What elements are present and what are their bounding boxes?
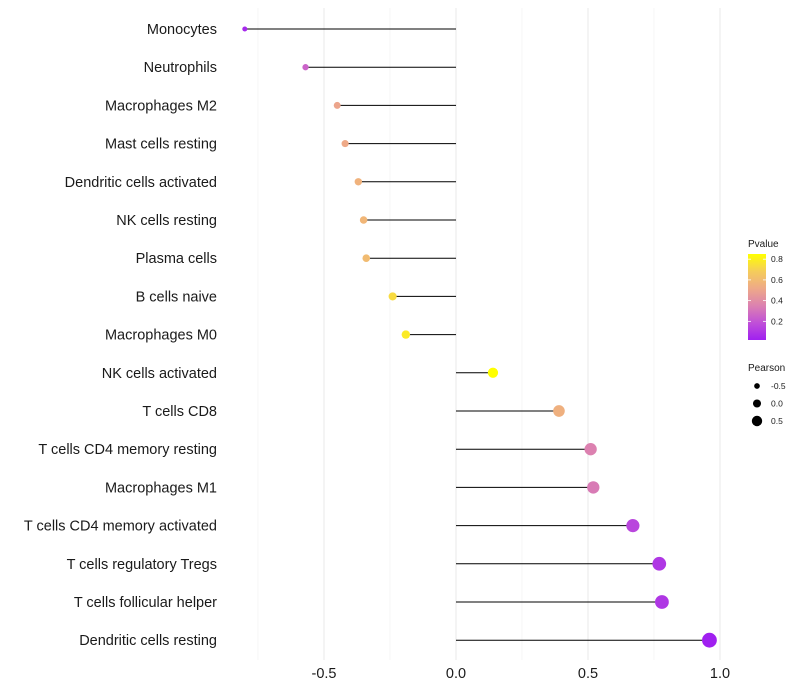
- category-label: Macrophages M1: [105, 480, 217, 496]
- category-label: Macrophages M2: [105, 98, 217, 114]
- colorbar-tick-label: 0.8: [771, 254, 783, 264]
- pvalue-legend: Pvalue 0.2 0.4 0.6 0.8: [748, 239, 783, 340]
- category-label: NK cells resting: [116, 213, 217, 229]
- data-point: [333, 101, 341, 109]
- points: [242, 26, 717, 648]
- size-legend-dot: [751, 415, 763, 427]
- category-label: T cells CD4 memory resting: [38, 442, 217, 458]
- data-point: [553, 405, 565, 417]
- category-label: Mast cells resting: [105, 137, 217, 153]
- data-point: [359, 216, 368, 224]
- data-point: [242, 26, 248, 32]
- x-tick-label: 0.0: [446, 666, 466, 682]
- category-label: Dendritic cells activated: [65, 175, 217, 191]
- data-point: [341, 140, 349, 148]
- pearson-legend-title: Pearson: [748, 363, 785, 374]
- stems: [244, 28, 710, 641]
- data-point: [626, 519, 640, 533]
- pvalue-colorbar: [748, 254, 766, 340]
- colorbar-tick-label: 0.2: [771, 316, 783, 326]
- pearson-legend: Pearson -0.5 0.0 0.5: [748, 363, 786, 427]
- x-tick-label: 1.0: [710, 666, 730, 682]
- category-label: T cells CD8: [142, 404, 217, 420]
- x-tick-label: 0.5: [578, 666, 598, 682]
- category-label: B cells naive: [136, 289, 217, 305]
- category-label: Monocytes: [147, 22, 217, 38]
- category-label: Plasma cells: [136, 251, 217, 267]
- category-label: T cells follicular helper: [74, 595, 217, 611]
- data-point: [354, 178, 363, 186]
- category-label: Macrophages M0: [105, 328, 217, 344]
- x-axis-ticks: -0.5 0.0 0.5 1.0: [312, 666, 731, 682]
- category-label: NK cells activated: [102, 366, 217, 382]
- data-point: [655, 595, 669, 609]
- category-label: T cells regulatory Tregs: [67, 557, 217, 573]
- data-point: [584, 443, 597, 456]
- x-tick-label: -0.5: [312, 666, 337, 682]
- data-point: [652, 556, 667, 571]
- data-point: [587, 481, 600, 494]
- size-legend-label: 0.5: [771, 416, 783, 426]
- data-point: [487, 367, 499, 378]
- pvalue-ticks: 0.2 0.4 0.6 0.8: [748, 254, 783, 326]
- pvalue-legend-title: Pvalue: [748, 239, 779, 250]
- size-legend-dot: [754, 383, 760, 389]
- data-point: [702, 632, 717, 648]
- category-label: Dendritic cells resting: [79, 633, 217, 649]
- data-point: [362, 254, 371, 262]
- category-label: T cells CD4 memory activated: [24, 519, 217, 535]
- data-point: [401, 330, 411, 339]
- colorbar-tick-label: 0.6: [771, 275, 783, 285]
- data-point: [388, 292, 397, 301]
- category-label: Neutrophils: [144, 60, 217, 76]
- size-legend-label: -0.5: [771, 381, 786, 391]
- category-labels: Monocytes Neutrophils Macrophages M2 Mast c…: [24, 22, 217, 649]
- colorbar-tick-label: 0.4: [771, 296, 783, 306]
- data-point: [302, 64, 309, 71]
- size-legend-label: 0.0: [771, 399, 783, 409]
- grid: [257, 8, 721, 660]
- size-legend-dot: [752, 399, 762, 408]
